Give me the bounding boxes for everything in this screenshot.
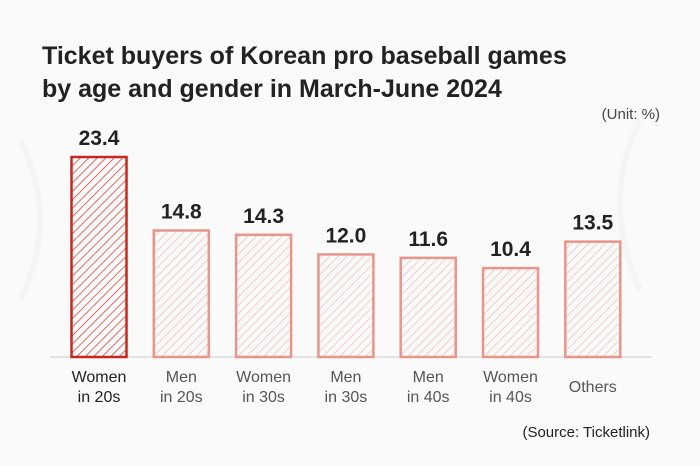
value-label-0: 23.4 bbox=[79, 127, 120, 150]
category-label-4: Men in 40s bbox=[407, 369, 450, 406]
bar-3 bbox=[317, 253, 375, 359]
category-label-0: Women in 20s bbox=[72, 369, 127, 406]
value-label-1: 14.8 bbox=[161, 201, 202, 224]
value-label-5: 10.4 bbox=[490, 238, 531, 261]
value-label-6: 13.5 bbox=[572, 212, 613, 235]
value-label-2: 14.3 bbox=[243, 205, 284, 228]
bar-1 bbox=[152, 229, 211, 359]
source-label: (Source: Ticketlink) bbox=[522, 424, 650, 441]
category-label-6: Others bbox=[569, 379, 617, 396]
chart-title-line-2: by age and gender in March-June 2024 bbox=[42, 75, 502, 103]
bar-5 bbox=[481, 266, 540, 359]
chart-title-line-1: Ticket buyers of Korean pro baseball gam… bbox=[42, 42, 567, 70]
unit-label: (Unit: %) bbox=[601, 106, 660, 123]
chart-title: Ticket buyers of Korean pro baseball gam… bbox=[42, 40, 567, 106]
category-label-2: Women in 30s bbox=[236, 369, 291, 406]
baseball-seam-decoration bbox=[17, 118, 643, 302]
bar-0 bbox=[70, 155, 128, 359]
value-label-4: 11.6 bbox=[408, 228, 448, 251]
bar-2 bbox=[234, 233, 293, 359]
bar-6 bbox=[564, 240, 622, 359]
category-label-1: Men in 20s bbox=[160, 369, 203, 406]
category-label-5: Women in 40s bbox=[483, 369, 538, 406]
bar-4 bbox=[399, 256, 457, 359]
category-label-3: Men in 30s bbox=[325, 369, 368, 406]
value-label-3: 12.0 bbox=[325, 224, 366, 247]
